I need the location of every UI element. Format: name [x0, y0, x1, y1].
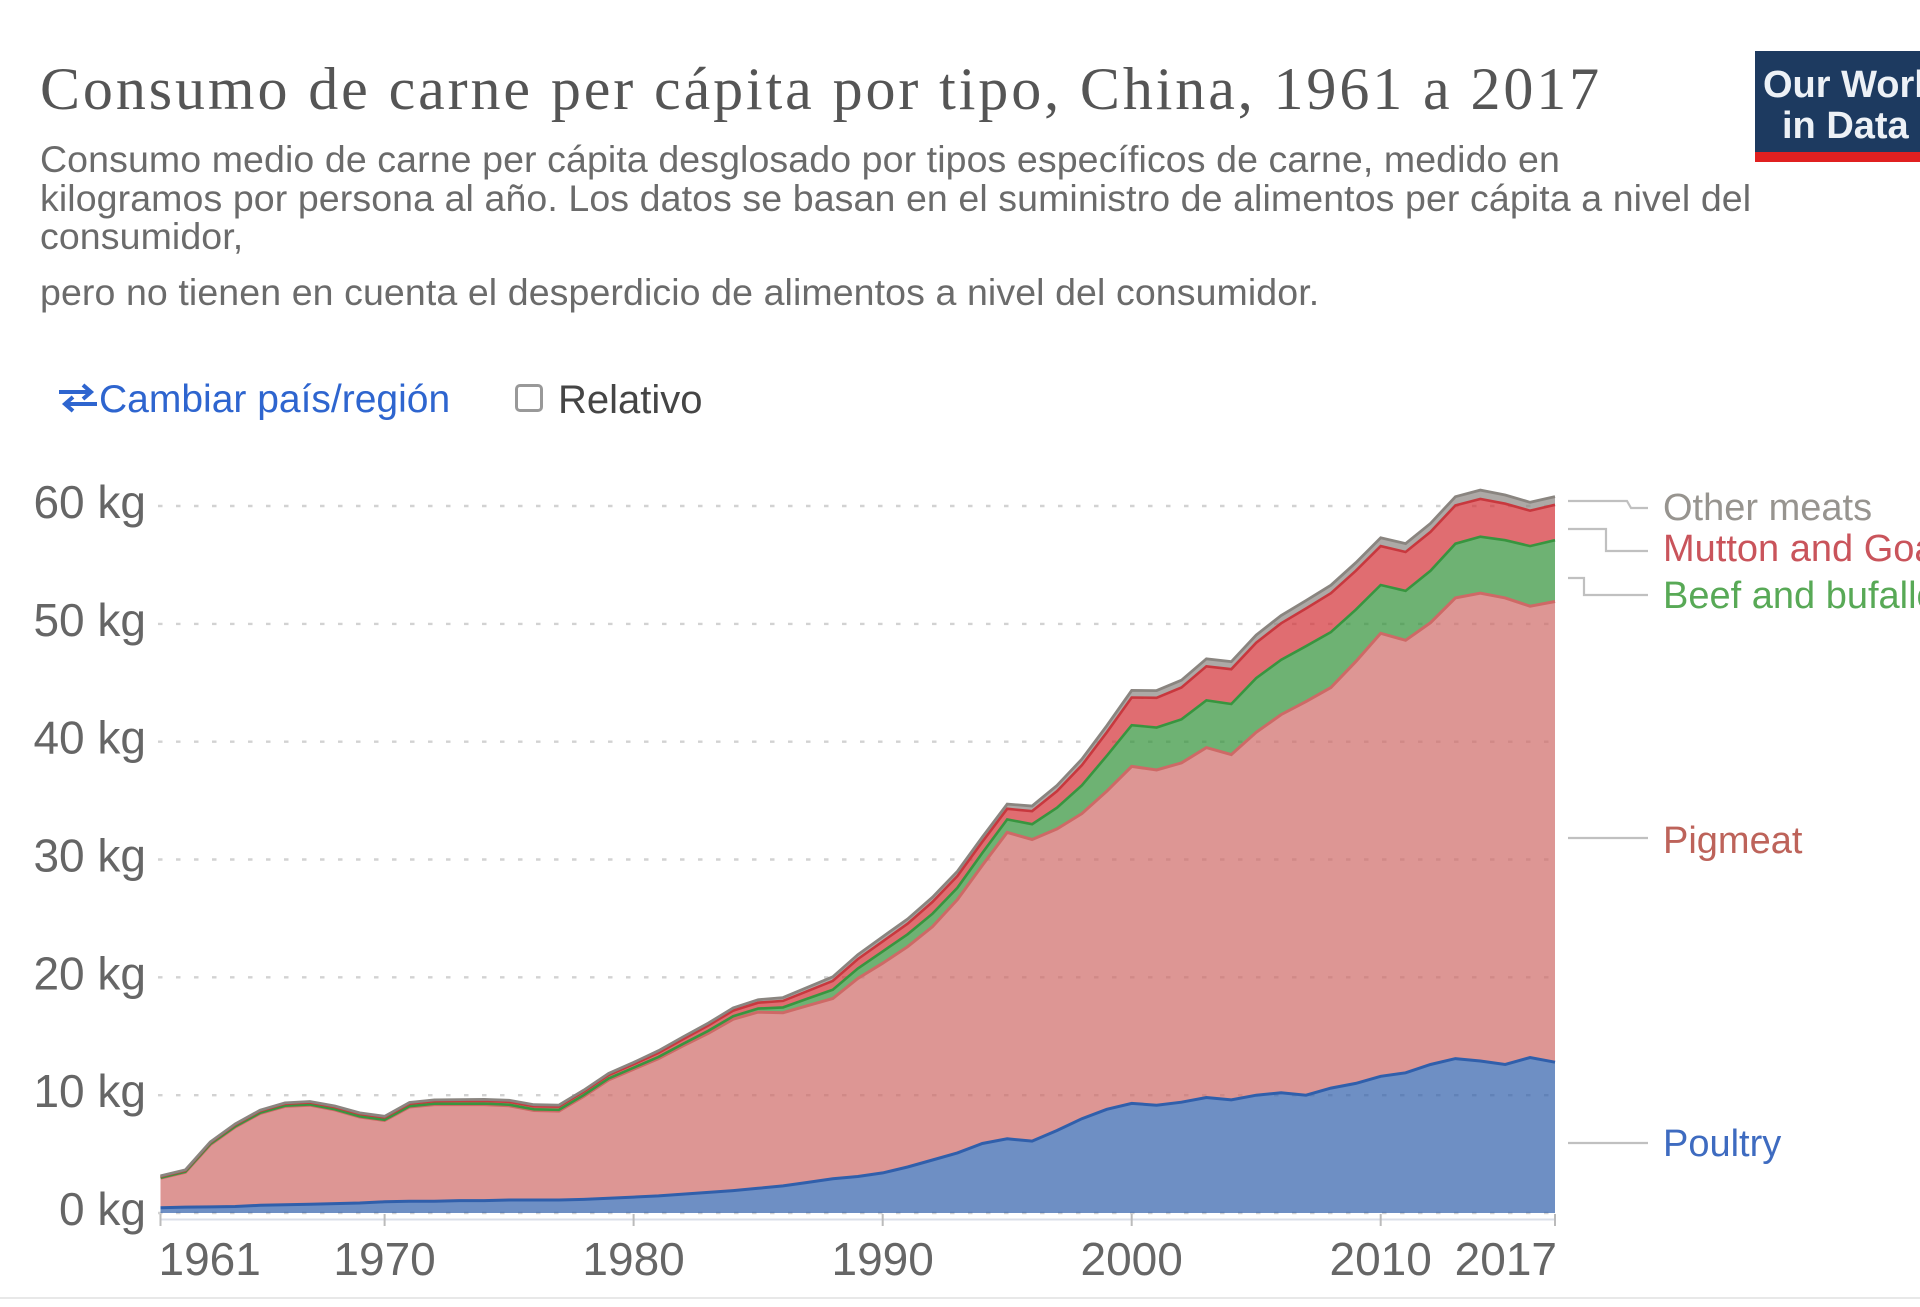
- svg-text:2010: 2010: [1330, 1233, 1432, 1285]
- svg-text:30 kg: 30 kg: [33, 830, 146, 882]
- svg-text:1961: 1961: [159, 1233, 261, 1285]
- svg-text:1980: 1980: [582, 1233, 684, 1285]
- svg-text:20 kg: 20 kg: [33, 947, 146, 999]
- svg-text:50 kg: 50 kg: [33, 594, 146, 646]
- svg-text:Pigmeat: Pigmeat: [1663, 820, 1803, 862]
- svg-text:1990: 1990: [832, 1233, 934, 1285]
- svg-text:Mutton and Goat: Mutton and Goat: [1663, 528, 1920, 570]
- svg-text:60 kg: 60 kg: [33, 476, 146, 528]
- svg-text:Poultry: Poultry: [1663, 1123, 1781, 1165]
- svg-text:0 kg: 0 kg: [59, 1183, 146, 1235]
- svg-text:Beef and bufallo: Beef and bufallo: [1663, 575, 1920, 617]
- svg-text:2000: 2000: [1081, 1233, 1183, 1285]
- svg-text:40 kg: 40 kg: [33, 712, 146, 764]
- svg-text:10 kg: 10 kg: [33, 1065, 146, 1117]
- svg-text:1970: 1970: [333, 1233, 435, 1285]
- svg-text:Other meats: Other meats: [1663, 487, 1872, 529]
- svg-text:2017: 2017: [1455, 1233, 1557, 1285]
